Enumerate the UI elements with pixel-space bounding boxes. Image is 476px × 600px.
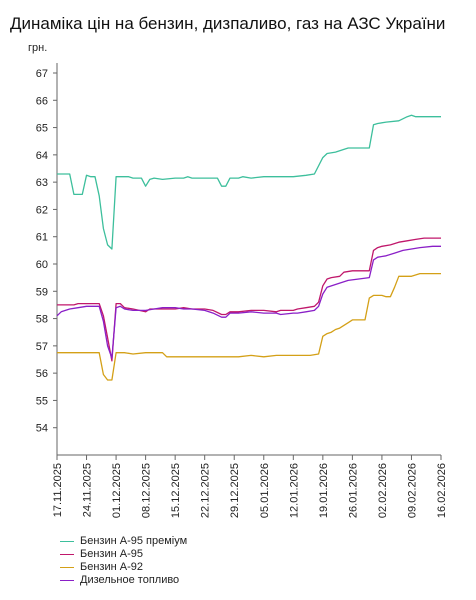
x-axis: 17.11.2025 24.11.2025 01.12.2025 08.12.2025… [52, 454, 448, 518]
y-axis: 54 55 56 57 58 59 60 61 62 63 64 65 66 67 [36, 63, 58, 455]
y-tick-label: 60 [36, 259, 48, 271]
y-tick-label: 58 [36, 314, 48, 326]
y-tick-label: 59 [36, 286, 48, 298]
x-tick-label: 15.12.2025 [170, 463, 182, 518]
series-line-2 [57, 272, 441, 381]
legend-swatch [60, 541, 74, 542]
x-tick-label: 12.01.2026 [288, 463, 300, 518]
x-tick-label: 17.11.2025 [52, 463, 64, 517]
y-tick-label: 64 [36, 150, 48, 162]
legend-label: Дизельное топливо [80, 574, 180, 586]
y-tick-label: 62 [36, 204, 48, 216]
y-tick-label: 56 [36, 368, 48, 380]
y-axis-unit-label: грн. [28, 42, 47, 54]
x-tick-label: 24.11.2025 [82, 463, 94, 517]
x-tick-label: 19.01.2026 [318, 463, 330, 518]
legend: Бензин А-95 преміум Бензин А-95 Бензин А-9… [60, 535, 187, 587]
x-tick-label: 26.01.2026 [347, 463, 359, 518]
x-tick-label: 29.12.2025 [229, 463, 241, 518]
x-tick-label: 01.12.2025 [111, 463, 123, 518]
legend-item[interactable]: Бензин А-95 [60, 548, 187, 561]
y-tick-label: 63 [36, 177, 48, 189]
x-tick-label: 05.01.2026 [259, 463, 271, 518]
legend-item[interactable]: Дизельное топливо [60, 574, 187, 587]
y-tick-label: 66 [36, 95, 48, 107]
x-tick-label: 08.12.2025 [141, 463, 153, 518]
x-tick-label: 16.02.2026 [436, 463, 448, 518]
legend-label: Бензин А-95 преміум [80, 535, 188, 547]
legend-swatch [60, 580, 74, 581]
y-tick-label: 57 [36, 341, 48, 353]
x-tick-label: 02.02.2026 [377, 463, 389, 518]
legend-item[interactable]: Бензин А-92 [60, 561, 187, 574]
x-tick-label: 09.02.2026 [406, 463, 418, 518]
y-tick-label: 55 [36, 395, 48, 407]
legend-label: Бензин А-92 [80, 561, 143, 573]
legend-swatch [60, 567, 74, 568]
chart-title: Динаміка цін на бензин, дизпаливо, газ н… [10, 14, 446, 33]
legend-label: Бензин А-95 [80, 548, 143, 560]
legend-swatch [60, 554, 74, 555]
series-line-0 [57, 114, 441, 250]
series-line-3 [56, 245, 441, 359]
legend-item[interactable]: Бензин А-95 преміум [60, 535, 187, 548]
y-tick-label: 67 [36, 68, 48, 80]
series-lines [56, 114, 441, 381]
y-tick-label: 61 [36, 232, 48, 244]
y-tick-label: 65 [36, 123, 48, 135]
x-tick-label: 22.12.2025 [200, 463, 212, 518]
y-tick-label: 54 [36, 423, 48, 435]
